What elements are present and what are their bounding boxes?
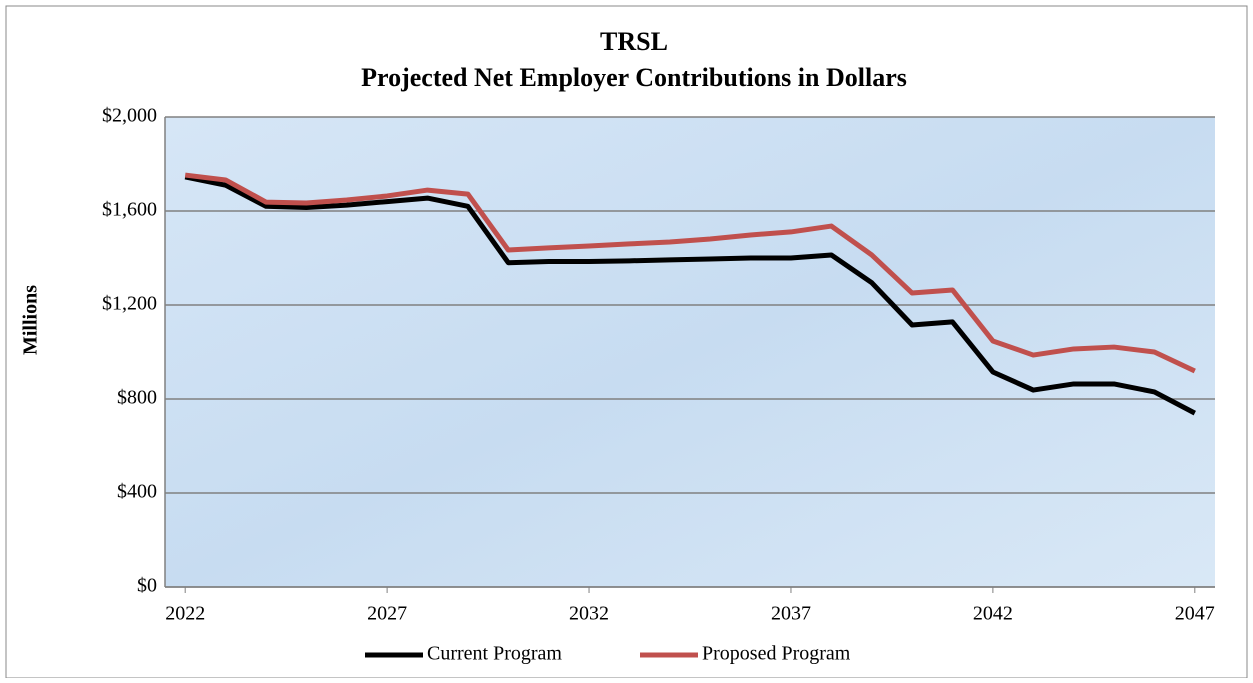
x-tick-label: 2032 bbox=[569, 603, 609, 625]
x-tick-label: 2027 bbox=[367, 603, 407, 625]
y-tick-label: $1,200 bbox=[102, 293, 157, 315]
x-tick-label: 2037 bbox=[771, 603, 811, 625]
line-series bbox=[184, 172, 1196, 374]
legend-label: Current Program bbox=[427, 643, 562, 665]
x-tick-label: 2047 bbox=[1175, 603, 1215, 625]
chart-title: Projected Net Employer Contributions in … bbox=[361, 63, 907, 92]
y-tick-label: $400 bbox=[117, 481, 157, 503]
x-tick-label: 2042 bbox=[973, 603, 1013, 625]
x-tick-label: 2022 bbox=[165, 603, 205, 625]
y-tick-label: $2,000 bbox=[102, 105, 157, 127]
line-series bbox=[184, 174, 1196, 416]
chart-title: TRSL bbox=[600, 27, 668, 56]
y-axis-label: Millions bbox=[20, 285, 42, 355]
y-tick-label: $800 bbox=[117, 387, 157, 409]
y-tick-label: $0 bbox=[137, 575, 157, 597]
legend-label: Proposed Program bbox=[702, 643, 851, 665]
y-tick-label: $1,600 bbox=[102, 199, 157, 221]
